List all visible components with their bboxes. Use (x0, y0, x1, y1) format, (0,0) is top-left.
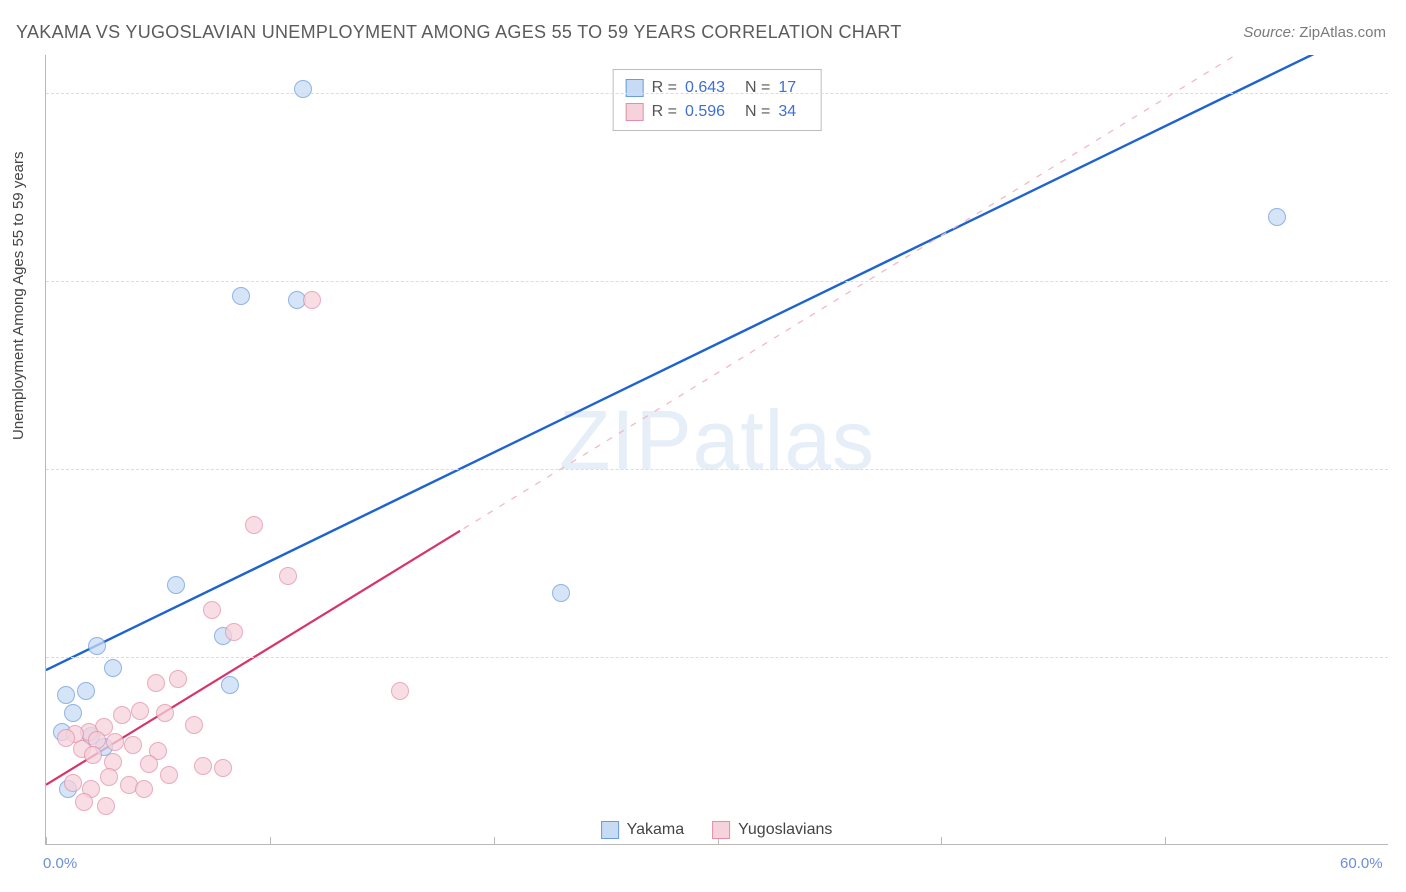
data-point (124, 736, 142, 754)
data-point (131, 702, 149, 720)
legend-n-value: 17 (778, 76, 802, 100)
y-axis-label: Unemployment Among Ages 55 to 59 years (10, 151, 27, 440)
gridline (46, 281, 1388, 282)
data-point (169, 670, 187, 688)
data-point (64, 704, 82, 722)
legend-swatch-icon (601, 821, 619, 839)
legend-stats-row: R = 0.643 N = 17 (626, 76, 803, 100)
data-point (167, 576, 185, 594)
legend-swatch-icon (626, 79, 644, 97)
source-label: Source: (1243, 24, 1295, 41)
legend-series-label: Yugoslavians (738, 821, 832, 839)
data-point (97, 797, 115, 815)
gridline (46, 469, 1388, 470)
source-value: ZipAtlas.com (1299, 24, 1386, 41)
chart-title: YAKAMA VS YUGOSLAVIAN UNEMPLOYMENT AMONG… (16, 22, 902, 43)
data-point (221, 676, 239, 694)
data-point (214, 759, 232, 777)
plot-area: ZIPatlas R =0.643N =17R =0.596N =34 10.0… (45, 55, 1388, 845)
legend-n-value: 34 (778, 100, 802, 124)
legend-r-label: R = (652, 100, 677, 124)
x-tick (941, 837, 942, 845)
legend-r-label: R = (652, 76, 677, 100)
legend-series-item: Yugoslavians (712, 821, 832, 839)
x-tick-label: 60.0% (1340, 855, 1383, 872)
plot-wrap: ZIPatlas R =0.643N =17R =0.596N =34 10.0… (45, 55, 1388, 845)
x-tick (270, 837, 271, 845)
data-point (1268, 208, 1286, 226)
data-point (185, 716, 203, 734)
trend-line (46, 55, 1388, 670)
x-tick (494, 837, 495, 845)
data-point (100, 768, 118, 786)
legend-series-item: Yakama (601, 821, 685, 839)
legend-stats-row: R = 0.596 N = 34 (626, 100, 803, 124)
legend-swatch-icon (712, 821, 730, 839)
legend-swatch-icon (626, 103, 644, 121)
data-point (57, 729, 75, 747)
chart-container: YAKAMA VS YUGOSLAVIAN UNEMPLOYMENT AMONG… (0, 0, 1406, 892)
data-point (160, 766, 178, 784)
data-point (303, 291, 321, 309)
data-point (294, 80, 312, 98)
data-point (104, 659, 122, 677)
data-point (147, 674, 165, 692)
data-point (552, 584, 570, 602)
legend-r-value: 0.643 (685, 76, 737, 100)
data-point (77, 682, 95, 700)
data-point (88, 637, 106, 655)
trend-line (46, 55, 1388, 785)
x-tick (46, 837, 47, 845)
data-point (203, 601, 221, 619)
legend-n-label: N = (745, 76, 770, 100)
legend-r-value: 0.596 (685, 100, 737, 124)
data-point (391, 682, 409, 700)
x-tick-label: 0.0% (43, 855, 77, 872)
data-point (232, 287, 250, 305)
gridline (46, 93, 1388, 94)
data-point (194, 757, 212, 775)
gridline (46, 657, 1388, 658)
legend-series-label: Yakama (627, 821, 685, 839)
data-point (279, 567, 297, 585)
data-point (57, 686, 75, 704)
data-point (135, 780, 153, 798)
legend-series: Yakama Yugoslavians (601, 821, 833, 839)
data-point (225, 623, 243, 641)
data-point (75, 793, 93, 811)
source-attribution: Source: ZipAtlas.com (1243, 24, 1386, 41)
data-point (64, 774, 82, 792)
legend-n-label: N = (745, 100, 770, 124)
trend-lines-layer (46, 55, 1388, 844)
data-point (84, 746, 102, 764)
data-point (113, 706, 131, 724)
data-point (140, 755, 158, 773)
data-point (106, 733, 124, 751)
legend-stats-box: R = 0.643 N = 17 R = 0.596 N = 34 (613, 69, 822, 131)
data-point (156, 704, 174, 722)
x-tick (1165, 837, 1166, 845)
data-point (245, 516, 263, 534)
